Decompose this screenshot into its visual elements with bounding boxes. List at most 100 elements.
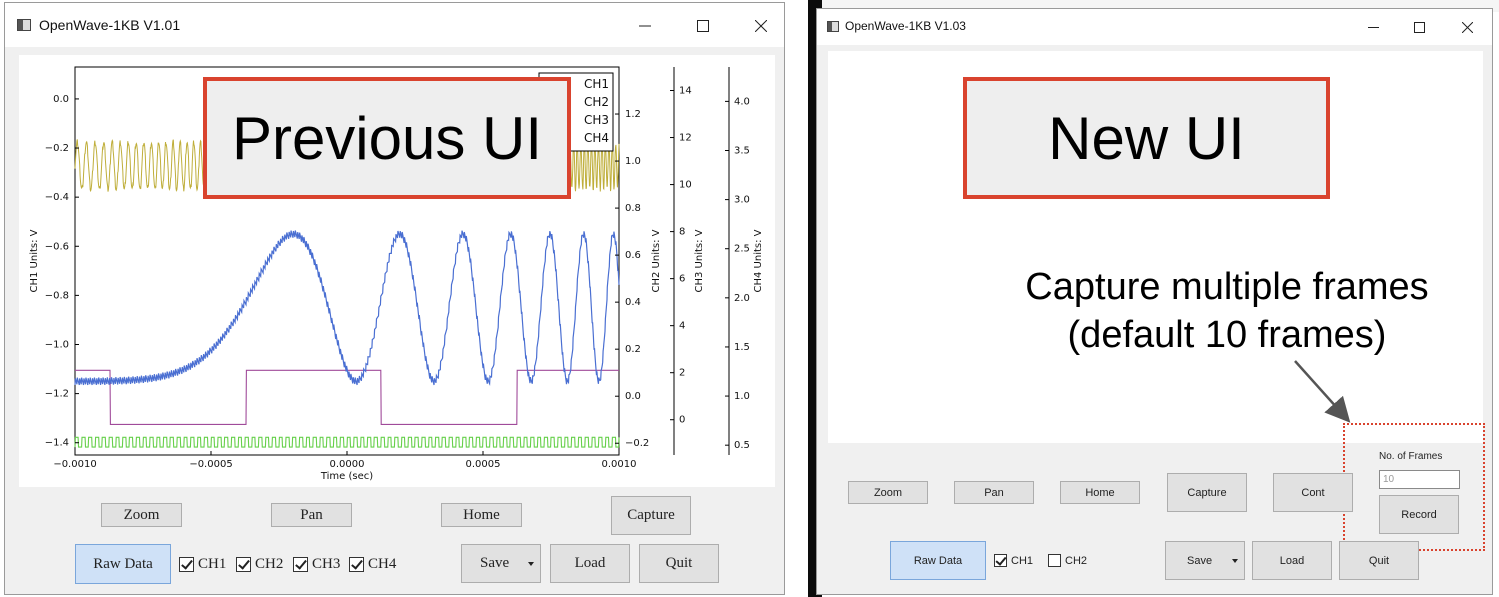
annotation-line-2: (default 10 frames)	[1067, 314, 1387, 356]
previous-ui-callout: Previous UI	[203, 77, 571, 199]
ch3-checkbox[interactable]: CH3	[293, 556, 340, 573]
ch2-tick-label: 0.6	[625, 250, 641, 261]
checkbox-box[interactable]	[994, 554, 1007, 567]
ch1-tick-label: −1.2	[45, 389, 69, 400]
capture-button[interactable]: Capture	[1167, 473, 1247, 512]
right-titlebar: OpenWave-1KB V1.03	[817, 9, 1492, 45]
ch4-tick-label: 1.5	[734, 342, 750, 353]
ch1-tick-label: −1.0	[45, 339, 69, 350]
ch4-tick-label: 2.5	[734, 244, 750, 255]
save-button[interactable]: Save	[1165, 541, 1245, 580]
load-button[interactable]: Load	[1252, 541, 1332, 580]
left-titlebar: OpenWave-1KB V1.01	[5, 3, 784, 47]
ch1-tick-label: 0.0	[53, 94, 69, 105]
frames-label: No. of Frames	[1379, 451, 1443, 462]
ch3-tick-label: 10	[679, 180, 692, 191]
load-button[interactable]: Load	[550, 544, 630, 583]
window-title: OpenWave-1KB V1.01	[39, 17, 181, 33]
ch4-label: CH4	[368, 556, 397, 572]
ch1-label: CH1	[198, 556, 227, 572]
ch1-checkbox[interactable]: CH1	[994, 554, 1033, 567]
cont-button[interactable]: Cont	[1273, 473, 1353, 512]
checkbox-box[interactable]	[1048, 554, 1061, 567]
ch4-tick-label: 1.0	[734, 391, 750, 402]
maximize-button[interactable]	[683, 11, 723, 41]
ch4-tick-label: 0.5	[734, 440, 750, 451]
checkbox-box[interactable]	[179, 557, 194, 572]
checkbox-box[interactable]	[293, 557, 308, 572]
maximize-button[interactable]	[1399, 12, 1439, 42]
x-tick-label: 0.0000	[330, 459, 365, 470]
ch3-tick-label: 0	[679, 415, 685, 426]
ch3-tick-label: 4	[679, 321, 685, 332]
ch4-series-line	[74, 436, 620, 448]
ch4-axis-label: CH4 Units: V	[753, 229, 764, 292]
minimize-button[interactable]	[1353, 12, 1393, 42]
ch3-tick-label: 8	[679, 227, 685, 238]
x-axis-label: Time (sec)	[320, 471, 373, 482]
raw-data-button[interactable]: Raw Data	[75, 544, 171, 584]
checkbox-box[interactable]	[349, 557, 364, 572]
minimize-button[interactable]	[625, 11, 665, 41]
zoom-button[interactable]: Zoom	[101, 503, 182, 527]
window-title: OpenWave-1KB V1.03	[845, 19, 966, 33]
ch2-tick-label: 1.2	[625, 109, 641, 120]
save-button[interactable]: Save	[461, 544, 541, 583]
x-tick-label: −0.0010	[53, 459, 96, 470]
checkbox-box[interactable]	[236, 557, 251, 572]
ch4-tick-label: 3.0	[734, 195, 750, 206]
ch1-axis-label: CH1 Units: V	[29, 229, 40, 292]
app-icon	[17, 19, 31, 31]
legend-entry: CH4	[584, 131, 609, 145]
ch1-tick-label: −0.4	[45, 192, 69, 203]
save-label: Save	[1187, 554, 1213, 567]
close-button[interactable]	[1447, 12, 1487, 42]
x-tick-label: −0.0005	[189, 459, 232, 470]
quit-button[interactable]: Quit	[1339, 541, 1419, 580]
home-button[interactable]: Home	[1060, 481, 1140, 504]
ch4-tick-label: 3.5	[734, 145, 750, 156]
right-window: OpenWave-1KB V1.03 New UI Capture multip…	[816, 8, 1493, 595]
legend-entry: CH1	[584, 77, 609, 91]
left-window: OpenWave-1KB V1.01 −0.0010 −0.0005 0.0000 0…	[4, 2, 785, 595]
ch2-tick-label: −0.2	[625, 438, 649, 449]
ch1-tick-label: −0.8	[45, 290, 69, 301]
frames-input[interactable]: 10	[1379, 470, 1460, 489]
legend-entry: CH3	[584, 113, 609, 127]
zoom-button[interactable]: Zoom	[848, 481, 928, 504]
app-icon	[827, 21, 839, 32]
ch2-label: CH2	[1065, 554, 1088, 567]
ch3-tick-label: 2	[679, 368, 685, 379]
new-ui-callout: New UI	[963, 77, 1330, 199]
home-button[interactable]: Home	[441, 503, 522, 527]
ch4-checkbox[interactable]: CH4	[349, 556, 396, 573]
save-label: Save	[480, 555, 510, 571]
ch2-tick-label: 0.4	[625, 297, 641, 308]
dropdown-arrow-icon	[528, 561, 534, 566]
quit-button[interactable]: Quit	[639, 544, 719, 583]
ch2-tick-label: 0.8	[625, 203, 641, 214]
ch1-checkbox[interactable]: CH1	[179, 556, 226, 573]
record-button[interactable]: Record	[1379, 495, 1459, 534]
close-button[interactable]	[741, 11, 781, 41]
ch3-tick-label: 14	[679, 86, 692, 97]
legend-entry: CH2	[584, 95, 609, 109]
ch3-axis-label: CH3 Units: V	[694, 229, 705, 292]
pan-button[interactable]: Pan	[271, 503, 352, 527]
ch2-checkbox[interactable]: CH2	[1048, 554, 1087, 567]
ch2-tick-label: 1.0	[625, 156, 641, 167]
ch2-tick-label: 0.2	[625, 344, 641, 355]
ch4-tick-label: 2.0	[734, 293, 750, 304]
ch1-series-line	[74, 230, 620, 386]
ch2-tick-label: 0.0	[625, 391, 641, 402]
ch1-tick-label: −0.6	[45, 241, 69, 252]
x-tick-label: 0.0005	[466, 459, 501, 470]
dropdown-arrow-icon	[1232, 558, 1238, 563]
ch2-checkbox[interactable]: CH2	[236, 556, 283, 573]
capture-button[interactable]: Capture	[611, 496, 691, 535]
x-tick-label: 0.0010	[602, 459, 637, 470]
ch3-label: CH3	[312, 556, 341, 572]
pan-button[interactable]: Pan	[954, 481, 1034, 504]
ch2-axis-label: CH2 Units: V	[651, 229, 662, 292]
raw-data-button[interactable]: Raw Data	[890, 541, 986, 580]
